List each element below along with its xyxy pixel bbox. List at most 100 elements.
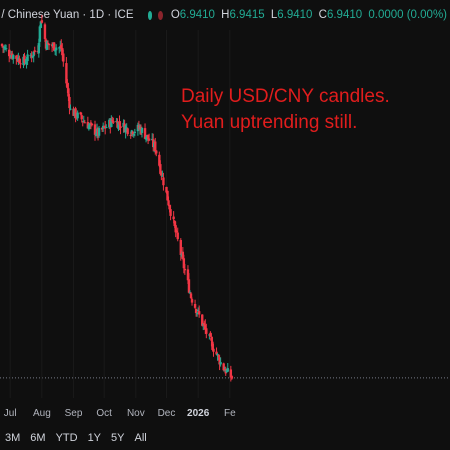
annotation-line-2: Yuan uptrending still. (181, 112, 358, 133)
candle-down (166, 190, 169, 201)
candle-down (80, 115, 83, 120)
candle-up (76, 112, 79, 119)
candle-down (211, 341, 214, 350)
candle-up (195, 312, 199, 314)
candle-up (38, 26, 42, 42)
candle-up (24, 63, 27, 65)
candle-up (124, 126, 127, 133)
candle-down (162, 177, 165, 186)
candle-up (82, 121, 85, 123)
candle-down (210, 337, 213, 341)
candle-down (189, 293, 193, 298)
candle-down (15, 55, 18, 59)
high-value: 6.9415 (229, 9, 265, 21)
candle-up (226, 368, 229, 372)
candle-down (160, 172, 163, 176)
grid-lines (9, 30, 231, 398)
range-button-3m[interactable]: 3M (5, 432, 21, 444)
annotation-line-1: Daily USD/CNY candles. (181, 86, 390, 107)
candle-down (68, 96, 71, 109)
candle-down (204, 324, 207, 330)
candle-down (154, 141, 157, 151)
candle-down (147, 138, 151, 141)
candle-down (146, 134, 150, 140)
candle-down (172, 216, 175, 220)
candle-down (159, 164, 162, 174)
candle-down (118, 121, 121, 125)
candle-down (197, 311, 201, 315)
candle-down (65, 63, 68, 84)
candle-down (52, 42, 56, 51)
time-tick: Nov (126, 408, 145, 419)
range-button-6m[interactable]: 6M (30, 432, 46, 444)
candle-down (183, 268, 187, 271)
candle-down (119, 126, 122, 128)
candle-down (126, 128, 129, 135)
market-status-icon (147, 10, 153, 20)
candle-down (61, 48, 64, 56)
candle-down (203, 322, 206, 326)
close-key: C (318, 9, 327, 21)
candle-up (12, 55, 15, 59)
candle-up (45, 41, 49, 50)
candle-up (216, 353, 219, 356)
candle-up (58, 47, 61, 49)
candle-down (209, 332, 212, 337)
candle-down (111, 119, 114, 122)
candle-down (7, 49, 11, 57)
candle-down (168, 205, 171, 210)
candle-up (97, 128, 101, 136)
candle-up (219, 362, 222, 365)
open-value: 6.9410 (179, 9, 215, 21)
time-axis[interactable]: Jul Aug Sep Oct Nov Dec 2026 Fe (0, 400, 450, 424)
candle-down (93, 124, 97, 135)
range-button-1y[interactable]: 1Y (87, 432, 102, 444)
candle-down (201, 314, 204, 326)
candle-down (165, 186, 168, 193)
candle-down (143, 128, 147, 139)
candle-up (37, 43, 41, 54)
candle-down (66, 83, 69, 89)
range-button-all[interactable]: All (134, 432, 147, 444)
candle-down (218, 357, 221, 365)
candle-up (31, 55, 34, 57)
candle-up (110, 118, 113, 128)
time-tick: Aug (32, 408, 51, 419)
range-button-ytd[interactable]: YTD (55, 432, 78, 444)
time-tick: Dec (157, 408, 176, 419)
candle-down (155, 150, 158, 154)
low-key: L (270, 9, 278, 21)
candle-down (174, 225, 177, 233)
time-tick: Jul (3, 408, 17, 419)
candlestick-chart[interactable] (0, 0, 450, 400)
candle-down (186, 269, 190, 281)
data-status-icon (158, 10, 163, 20)
time-tick: Sep (64, 408, 83, 419)
candle-up (133, 131, 137, 134)
candle-down (47, 43, 51, 46)
candle-down (212, 348, 215, 352)
candle-down (67, 88, 70, 97)
range-button-5y[interactable]: 5Y (111, 432, 125, 444)
candle-series (0, 14, 234, 382)
candle-up (87, 125, 91, 130)
candle-down (46, 42, 50, 44)
candle-down (23, 55, 26, 63)
candle-down (205, 328, 208, 334)
candle-down (60, 44, 63, 49)
candle-down (129, 134, 132, 136)
candle-down (158, 154, 161, 166)
candle-up (88, 124, 92, 126)
candle-down (79, 112, 82, 115)
symbol-title[interactable]: ar / Chinese Yuan · 1D · ICE (0, 9, 134, 21)
candle-down (131, 131, 134, 135)
candle-up (3, 47, 7, 49)
candle-down (90, 123, 94, 126)
candle-down (173, 220, 176, 227)
chart-annotation: Daily USD/CNY candles. Yuan uptrending s… (181, 84, 390, 136)
candle-up (105, 126, 108, 128)
candle-down (112, 121, 115, 123)
candle-down (193, 303, 197, 308)
candle-down (176, 232, 179, 240)
candle-down (74, 108, 77, 118)
